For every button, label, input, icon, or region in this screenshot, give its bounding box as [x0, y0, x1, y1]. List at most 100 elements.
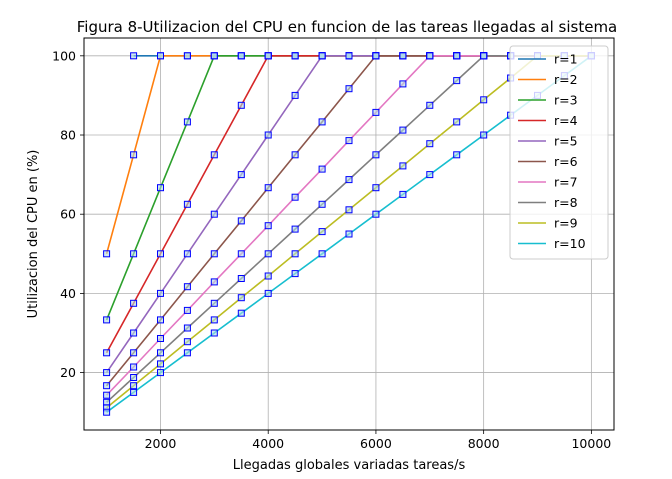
- data-point-r=4: [103, 349, 111, 357]
- data-point-r=10: [453, 151, 461, 159]
- data-point-r=3: [210, 52, 218, 60]
- data-point-r=10: [372, 210, 380, 218]
- data-point-r=2: [103, 250, 111, 258]
- data-point-r=10: [157, 369, 164, 377]
- data-point-r=4: [130, 299, 138, 307]
- x-tick-label: 6000: [360, 436, 392, 451]
- plot-area-frame: [83, 37, 615, 431]
- data-point-r=8: [426, 101, 434, 109]
- data-point-r=6: [345, 85, 353, 93]
- data-point-r=6: [372, 52, 380, 60]
- data-point-r=6: [103, 382, 111, 390]
- data-point-r=7: [453, 52, 461, 60]
- x-tick-label: 2000: [145, 436, 177, 451]
- axis-ticks: 2000 4000 6000 8000 10000 20 40 60 80 100: [52, 48, 611, 451]
- y-axis-label: Utilizacion del CPU en (%): [26, 150, 41, 319]
- data-point-r=6: [318, 118, 326, 126]
- data-point-r=2: [130, 151, 138, 159]
- data-point-r=5: [237, 171, 245, 179]
- data-point-r=3: [103, 316, 111, 324]
- data-point-r=10: [426, 171, 434, 179]
- data-point-r=7: [157, 335, 164, 342]
- legend-label: r=2: [554, 72, 578, 87]
- data-point-r=2: [183, 52, 191, 60]
- data-point-r=10: [103, 408, 111, 416]
- data-point-r=5: [210, 210, 218, 218]
- data-point-r=9: [453, 118, 461, 126]
- x-tick-label: 4000: [252, 436, 284, 451]
- data-point-r=7: [210, 278, 218, 286]
- legend-label: r=5: [554, 134, 578, 149]
- legend-label: r=8: [554, 195, 578, 210]
- data-point-r=7: [103, 391, 111, 399]
- data-point-r=8: [210, 299, 218, 307]
- legend-label: r=9: [554, 216, 578, 231]
- data-point-r=8: [130, 374, 138, 381]
- data-point-r=8: [372, 151, 380, 159]
- data-point-r=9: [210, 316, 218, 324]
- data-point-r=8: [453, 77, 461, 85]
- data-point-r=4: [210, 151, 218, 159]
- data-point-r=9: [291, 250, 299, 258]
- data-point-r=4: [291, 52, 299, 60]
- y-tick-label: 60: [60, 207, 76, 222]
- y-tick-label: 80: [60, 128, 76, 143]
- legend-label: r=10: [554, 236, 586, 251]
- legend-label: r=1: [554, 52, 578, 67]
- data-point-r=9: [157, 360, 164, 368]
- y-tick-label: 40: [60, 286, 76, 301]
- data-point-r=7: [318, 165, 326, 173]
- data-point-r=7: [264, 222, 272, 230]
- data-point-r=9: [183, 338, 191, 346]
- data-point-r=7: [291, 193, 299, 201]
- data-point-r=5: [130, 329, 138, 337]
- data-point-r=5: [291, 91, 299, 99]
- data-point-r=3: [130, 250, 138, 258]
- legend-label: r=3: [554, 93, 578, 108]
- legend-label: r=4: [554, 113, 578, 128]
- data-point-r=6: [210, 250, 218, 258]
- data-point-r=8: [183, 324, 191, 332]
- data-point-r=9: [264, 272, 272, 280]
- data-point-r=3: [157, 184, 164, 192]
- legend: r=1 r=2 r=3 r=4 r=5 r=6 r=7 r=8 r=9 r=10: [509, 45, 609, 260]
- data-point-r=9: [345, 206, 353, 214]
- data-point-r=8: [345, 176, 353, 184]
- data-point-r=5: [318, 52, 326, 60]
- data-point-r=5: [157, 289, 164, 297]
- data-point-r=8: [291, 225, 299, 233]
- data-point-r=8: [264, 250, 272, 258]
- legend-label: r=7: [554, 175, 578, 190]
- data-point-r=7: [426, 52, 434, 60]
- data-point-r=10: [130, 388, 138, 396]
- data-point-r=7: [130, 363, 138, 371]
- data-point-r=4: [264, 52, 272, 60]
- data-point-r=8: [399, 126, 407, 134]
- data-point-r=10: [237, 309, 245, 317]
- data-point-r=10: [291, 270, 299, 278]
- data-point-r=8: [237, 275, 245, 282]
- data-point-r=10: [399, 190, 407, 198]
- data-point-r=10: [264, 289, 272, 297]
- data-point-r=5: [183, 250, 191, 258]
- data-point-r=10: [210, 329, 218, 337]
- data-point-r=5: [103, 369, 111, 377]
- data-point-r=9: [318, 228, 326, 236]
- data-point-r=9: [480, 96, 488, 104]
- x-tick-label: 8000: [468, 436, 500, 451]
- data-point-r=1: [130, 52, 138, 60]
- data-point-r=6: [399, 52, 407, 60]
- data-point-r=7: [372, 108, 380, 116]
- data-point-r=5: [345, 52, 353, 60]
- data-point-r=8: [480, 52, 488, 60]
- data-point-r=2: [157, 52, 164, 60]
- data-point-r=4: [183, 200, 191, 208]
- data-point-r=10: [345, 230, 353, 238]
- data-point-r=3: [183, 118, 191, 126]
- y-tick-label: 100: [52, 48, 76, 63]
- data-point-r=5: [264, 131, 272, 139]
- legend-label: r=6: [554, 154, 578, 169]
- data-point-r=9: [237, 294, 245, 302]
- x-axis-label: Llegadas globales variadas tareas/s: [233, 458, 466, 473]
- x-tick-label: 10000: [571, 436, 611, 451]
